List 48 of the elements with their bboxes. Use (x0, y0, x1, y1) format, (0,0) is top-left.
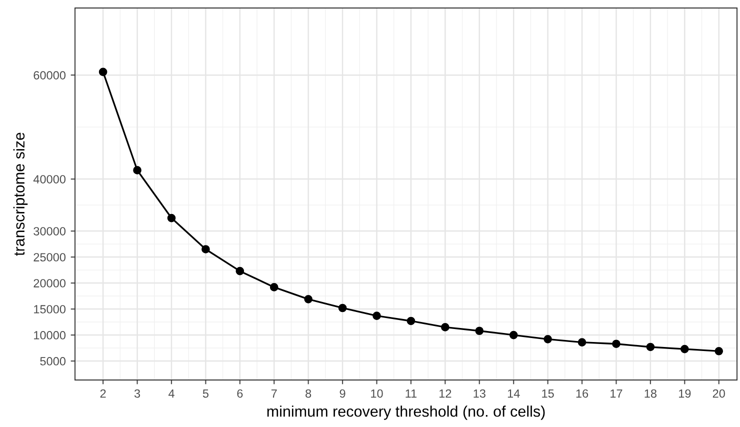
point (167, 214, 176, 222)
x-tick-label: 16 (576, 389, 588, 398)
point (406, 316, 416, 326)
point (372, 312, 381, 320)
y-tick-label: 30000 (34, 227, 66, 236)
point (578, 338, 586, 346)
x-tick-label: 6 (237, 389, 243, 398)
x-tick-label: 10 (371, 389, 383, 398)
point (509, 330, 518, 340)
point (202, 245, 210, 254)
y-tick-label: 10000 (34, 331, 66, 340)
x-tick-label: 7 (271, 389, 277, 398)
point (646, 342, 655, 352)
x-tick-label: 12 (440, 389, 452, 398)
x-tick-label: 14 (508, 389, 520, 398)
point (680, 344, 689, 354)
x-tick-label: 8 (306, 389, 312, 398)
x-tick-label: 15 (542, 389, 554, 398)
y-tick-label: 15000 (34, 305, 66, 314)
point (98, 68, 108, 76)
x-tick-label: 3 (134, 389, 140, 398)
point (544, 335, 552, 344)
y-tick-label: 60000 (34, 71, 66, 80)
point (338, 304, 347, 312)
x-tick-label: 13 (474, 389, 486, 398)
y-tick-label: 40000 (33, 175, 66, 184)
x-tick-label: 17 (610, 389, 622, 398)
point (714, 346, 724, 356)
y-tick-label: 20000 (34, 279, 66, 288)
point (133, 166, 142, 174)
point (304, 294, 312, 304)
x-axis-title: minimum recovery threshold (no. of cells) (267, 406, 545, 420)
x-tick-label: 5 (202, 389, 208, 398)
x-tick-label: 18 (644, 389, 656, 398)
x-tick-label: 11 (406, 389, 417, 398)
y-tick-label: 5000 (40, 357, 66, 366)
point (270, 283, 278, 292)
point (236, 266, 244, 276)
x-tick-label: 2 (100, 389, 106, 398)
x-tick-label: 4 (168, 389, 174, 398)
point (441, 323, 450, 332)
point (612, 340, 620, 348)
y-axis-title: transcriptome size (13, 132, 28, 256)
x-tick-label: 20 (712, 389, 725, 398)
x-tick-label: 19 (678, 389, 691, 398)
point (475, 326, 484, 336)
x-tick-label: 9 (340, 389, 346, 398)
y-tick-label: 25000 (34, 253, 66, 262)
